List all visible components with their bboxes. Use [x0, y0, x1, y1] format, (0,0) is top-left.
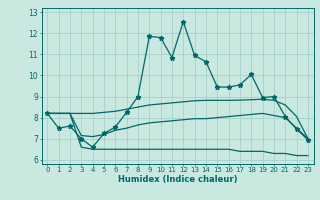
- X-axis label: Humidex (Indice chaleur): Humidex (Indice chaleur): [118, 175, 237, 184]
